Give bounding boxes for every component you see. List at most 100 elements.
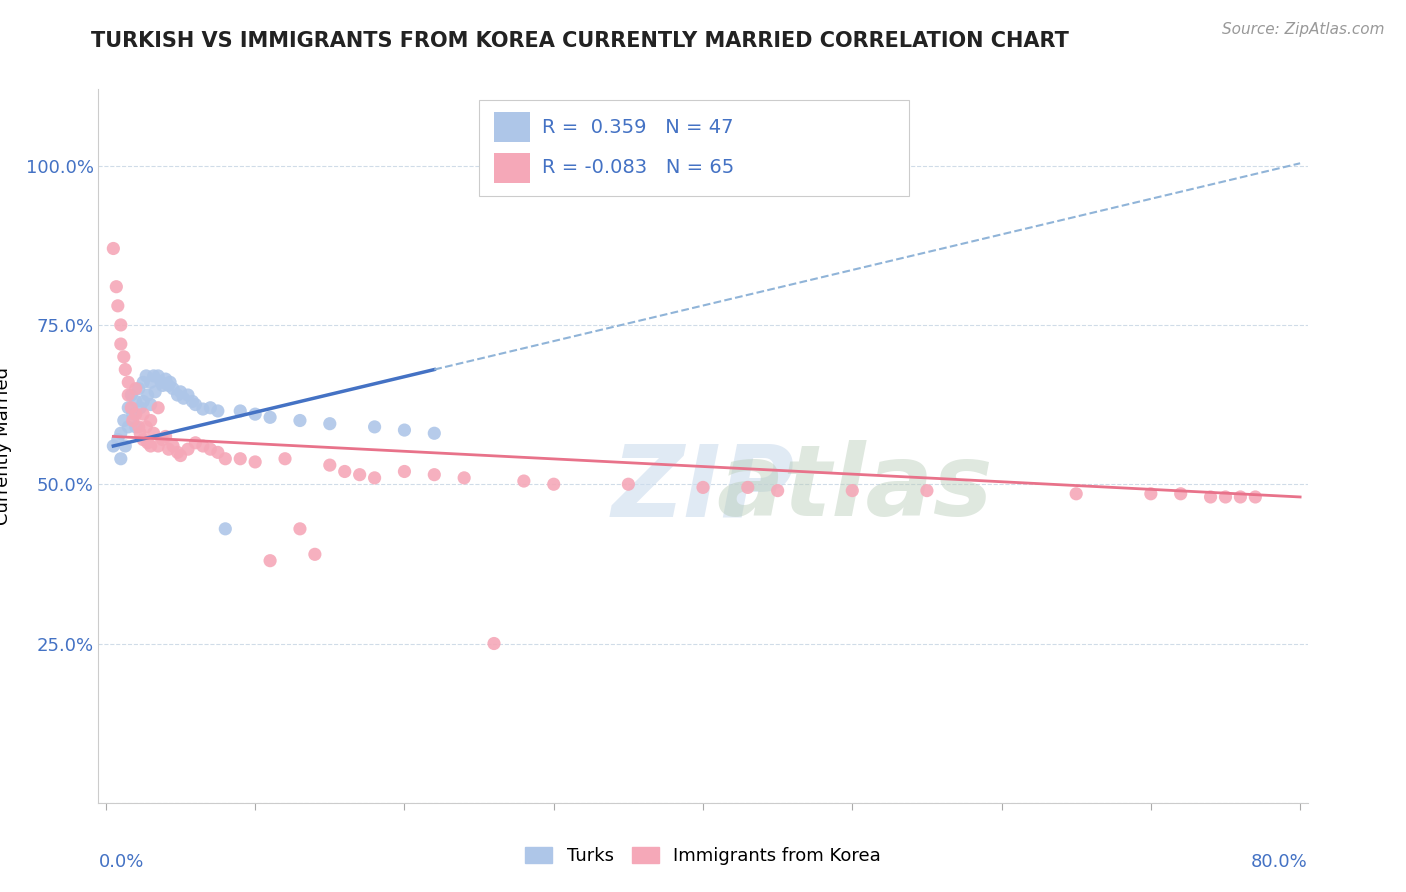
Text: Source: ZipAtlas.com: Source: ZipAtlas.com [1222,22,1385,37]
Point [184,398,207,412]
Point [114,362,136,376]
Point [139,413,162,427]
Point [120,401,142,415]
Point [135,420,157,434]
Point [139,398,162,412]
Point [304,547,326,561]
Point [136,435,159,450]
Point [128,420,150,434]
Point [110,451,132,466]
Point [157,378,180,392]
Point [125,407,148,421]
Point [162,382,184,396]
Point [181,394,204,409]
Point [229,404,252,418]
Point [191,402,214,417]
Point [915,483,938,498]
Point [207,445,229,459]
Point [184,435,207,450]
Text: ZIP: ZIP [612,441,794,537]
Point [117,420,139,434]
Point [166,445,188,459]
Point [125,394,148,409]
Point [423,426,446,441]
Point [229,451,252,466]
Point [110,318,132,332]
Point [243,455,266,469]
Point [155,372,177,386]
Point [1199,490,1222,504]
Point [150,376,173,390]
Point [159,376,181,390]
Point [117,401,139,415]
Point [274,451,297,466]
FancyBboxPatch shape [479,100,908,196]
Point [394,465,416,479]
Point [162,439,184,453]
Point [363,420,385,434]
Point [543,477,565,491]
Point [129,426,152,441]
Point [1064,487,1087,501]
Point [110,426,132,441]
Point [169,384,191,399]
Point [259,410,281,425]
Text: 0.0%: 0.0% [98,853,143,871]
Point [132,433,155,447]
Point [169,449,191,463]
Point [1215,490,1237,504]
Point [243,407,266,421]
Point [105,279,128,293]
Point [132,376,155,390]
Point [132,394,155,409]
Point [117,376,139,390]
Point [207,404,229,418]
Point [766,483,789,498]
Point [155,429,177,443]
Point [288,413,311,427]
Point [152,433,174,447]
FancyBboxPatch shape [494,112,530,142]
Point [177,388,200,402]
Point [692,480,714,494]
Point [200,401,222,415]
Point [129,401,152,415]
Point [1170,487,1192,501]
Point [146,439,169,453]
Point [214,451,236,466]
Point [423,467,446,482]
Point [394,423,416,437]
Point [200,442,222,457]
Point [121,413,143,427]
Point [110,337,132,351]
Point [143,384,166,399]
Point [617,477,640,491]
Point [173,391,195,405]
Legend: Turks, Immigrants from Korea: Turks, Immigrants from Korea [517,839,889,872]
Point [114,439,136,453]
Point [107,433,129,447]
Point [513,474,536,488]
Point [121,407,143,421]
Point [125,420,148,434]
Point [191,439,214,453]
Point [135,368,157,383]
Point [737,480,759,494]
Point [319,417,342,431]
Point [112,413,135,427]
Point [142,368,165,383]
Point [152,378,174,392]
Text: TURKISH VS IMMIGRANTS FROM KOREA CURRENTLY MARRIED CORRELATION CHART: TURKISH VS IMMIGRANTS FROM KOREA CURRENT… [91,31,1070,51]
Point [120,388,142,402]
Point [139,439,162,453]
Point [349,467,371,482]
Point [319,458,342,472]
Point [1229,490,1251,504]
Point [288,522,311,536]
Point [117,388,139,402]
Point [146,368,169,383]
Point [259,554,281,568]
Point [146,401,169,415]
Point [112,350,135,364]
Point [482,636,505,650]
